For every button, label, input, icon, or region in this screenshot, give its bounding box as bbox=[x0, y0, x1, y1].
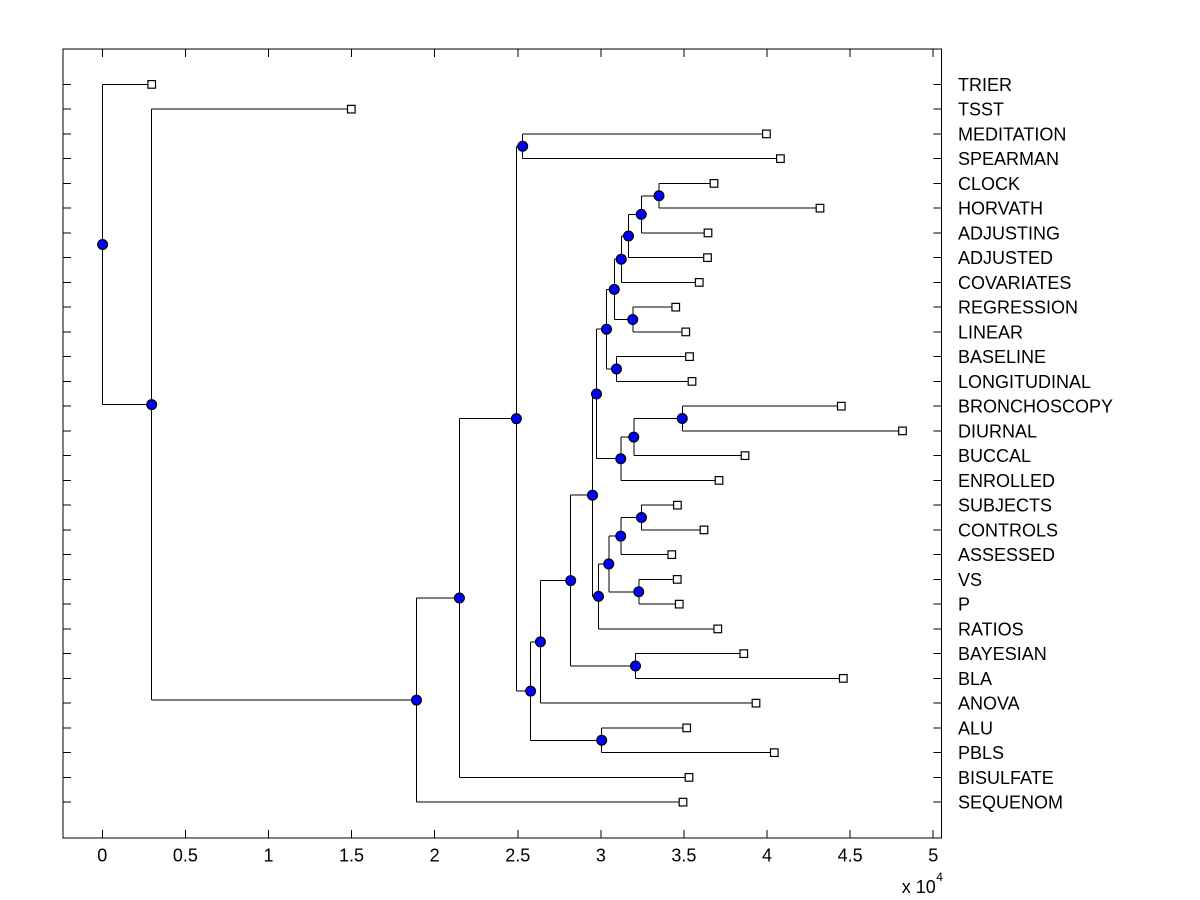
svg-text:5: 5 bbox=[928, 845, 938, 865]
svg-text:SPEARMAN: SPEARMAN bbox=[958, 149, 1059, 169]
svg-text:LONGITUDINAL: LONGITUDINAL bbox=[958, 372, 1091, 392]
svg-text:2: 2 bbox=[430, 845, 440, 865]
svg-text:ALU: ALU bbox=[958, 718, 993, 738]
svg-text:DIURNAL: DIURNAL bbox=[958, 421, 1037, 441]
svg-text:BASELINE: BASELINE bbox=[958, 347, 1046, 367]
svg-text:MEDITATION: MEDITATION bbox=[958, 124, 1066, 144]
svg-text:BAYESIAN: BAYESIAN bbox=[958, 644, 1047, 664]
svg-text:4: 4 bbox=[762, 845, 772, 865]
svg-text:1.5: 1.5 bbox=[339, 845, 364, 865]
svg-text:VS: VS bbox=[958, 570, 982, 590]
svg-text:CLOCK: CLOCK bbox=[958, 174, 1020, 194]
svg-text:PBLS: PBLS bbox=[958, 743, 1004, 763]
svg-text:3: 3 bbox=[596, 845, 606, 865]
svg-text:1: 1 bbox=[263, 845, 273, 865]
svg-text:ANOVA: ANOVA bbox=[958, 694, 1020, 714]
svg-text:TRIER: TRIER bbox=[958, 75, 1012, 95]
svg-text:RATIOS: RATIOS bbox=[958, 619, 1024, 639]
svg-text:ENROLLED: ENROLLED bbox=[958, 471, 1055, 491]
svg-text:4.5: 4.5 bbox=[838, 845, 863, 865]
svg-text:ADJUSTED: ADJUSTED bbox=[958, 248, 1053, 268]
svg-text:SUBJECTS: SUBJECTS bbox=[958, 496, 1052, 516]
svg-text:x 10: x 10 bbox=[902, 877, 936, 897]
svg-text:BISULFATE: BISULFATE bbox=[958, 768, 1054, 788]
svg-text:ASSESSED: ASSESSED bbox=[958, 545, 1055, 565]
svg-text:4: 4 bbox=[936, 870, 943, 884]
svg-text:2.5: 2.5 bbox=[505, 845, 530, 865]
svg-text:ADJUSTING: ADJUSTING bbox=[958, 223, 1060, 243]
svg-text:3.5: 3.5 bbox=[671, 845, 696, 865]
svg-text:0: 0 bbox=[97, 845, 107, 865]
svg-text:HORVATH: HORVATH bbox=[958, 199, 1043, 219]
svg-text:SEQUENOM: SEQUENOM bbox=[958, 793, 1063, 813]
svg-text:BUCCAL: BUCCAL bbox=[958, 446, 1031, 466]
svg-text:BRONCHOSCOPY: BRONCHOSCOPY bbox=[958, 397, 1113, 417]
svg-text:TSST: TSST bbox=[958, 100, 1004, 120]
svg-text:COVARIATES: COVARIATES bbox=[958, 273, 1071, 293]
svg-text:REGRESSION: REGRESSION bbox=[958, 298, 1078, 318]
svg-text:0.5: 0.5 bbox=[173, 845, 198, 865]
svg-text:CONTROLS: CONTROLS bbox=[958, 520, 1058, 540]
svg-text:BLA: BLA bbox=[958, 669, 992, 689]
svg-text:LINEAR: LINEAR bbox=[958, 322, 1023, 342]
svg-text:P: P bbox=[958, 595, 970, 615]
